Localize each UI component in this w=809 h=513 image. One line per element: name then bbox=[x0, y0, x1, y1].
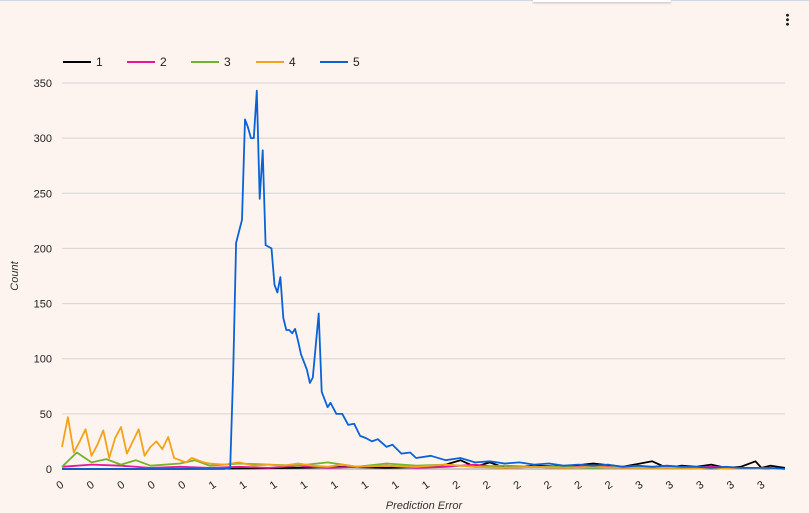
legend-label: 5 bbox=[353, 55, 360, 69]
x-tick-label: 3 bbox=[694, 479, 706, 492]
x-tick-label: 3 bbox=[725, 479, 737, 492]
x-tick-label: 0 bbox=[146, 479, 158, 492]
x-tick-label: 0 bbox=[176, 479, 188, 492]
more-vert-icon[interactable] bbox=[776, 8, 798, 30]
y-tick-label: 50 bbox=[40, 409, 52, 421]
x-tick-label: 3 bbox=[755, 479, 767, 492]
more-vert-dots bbox=[785, 12, 789, 26]
legend-item-5[interactable]: 5 bbox=[320, 55, 360, 69]
x-tick-label: 1 bbox=[237, 479, 249, 492]
y-tick-label: 350 bbox=[34, 78, 52, 90]
window-top-border bbox=[0, 0, 809, 1]
y-tick-label: 250 bbox=[34, 188, 52, 200]
x-tick-label: 0 bbox=[115, 479, 127, 492]
y-axis-label: Count bbox=[9, 260, 21, 290]
legend-label: 3 bbox=[224, 55, 231, 69]
x-tick-label: 2 bbox=[572, 479, 584, 492]
legend-label: 1 bbox=[96, 55, 103, 69]
legend-label: 2 bbox=[160, 55, 167, 69]
x-tick-label: 3 bbox=[664, 479, 676, 492]
legend[interactable]: 1 2 3 4 5 bbox=[63, 55, 360, 69]
x-tick-label: 2 bbox=[451, 479, 463, 492]
series-lines bbox=[61, 89, 786, 470]
x-tick-label: 1 bbox=[268, 479, 280, 492]
x-tick-label: 1 bbox=[390, 479, 402, 492]
x-tick-label: 1 bbox=[359, 479, 371, 492]
x-tick-label: 2 bbox=[512, 479, 524, 492]
top-tab-edge bbox=[533, 0, 671, 2]
x-axis-label: Prediction Error bbox=[386, 500, 464, 512]
x-tick-label: 3 bbox=[633, 479, 645, 492]
series-line-4 bbox=[61, 416, 771, 470]
x-tick-label: 1 bbox=[329, 479, 341, 492]
x-tick-label: 2 bbox=[481, 479, 493, 492]
series-line-5 bbox=[62, 89, 786, 470]
legend-item-2[interactable]: 2 bbox=[127, 55, 167, 69]
grid-lines bbox=[62, 82, 785, 470]
x-tick-label: 2 bbox=[603, 479, 615, 492]
legend-item-3[interactable]: 3 bbox=[191, 55, 231, 69]
x-tick-label: 2 bbox=[542, 479, 554, 492]
x-tick-label: 0 bbox=[85, 479, 97, 492]
x-tick-label: 1 bbox=[298, 479, 310, 492]
legend-item-1[interactable]: 1 bbox=[63, 55, 103, 69]
x-axis-ticks: 0 0 0 0 0 1 1 1 1 1 1 1 1 2 2 2 2 2 2 3 3 3 3 3 bbox=[54, 479, 767, 492]
x-tick-label: 1 bbox=[207, 479, 219, 492]
y-tick-label: 300 bbox=[34, 133, 52, 145]
x-tick-label: 1 bbox=[420, 479, 432, 492]
legend-label: 4 bbox=[289, 55, 296, 69]
x-tick-label: 0 bbox=[54, 479, 66, 492]
y-tick-label: 100 bbox=[34, 354, 52, 366]
legend-item-4[interactable]: 4 bbox=[256, 55, 296, 69]
y-axis-ticks: 0 50 100 150 200 250 300 350 bbox=[34, 78, 52, 476]
y-tick-label: 200 bbox=[34, 243, 52, 255]
y-tick-label: 150 bbox=[34, 299, 52, 311]
y-tick-label: 0 bbox=[46, 464, 52, 476]
